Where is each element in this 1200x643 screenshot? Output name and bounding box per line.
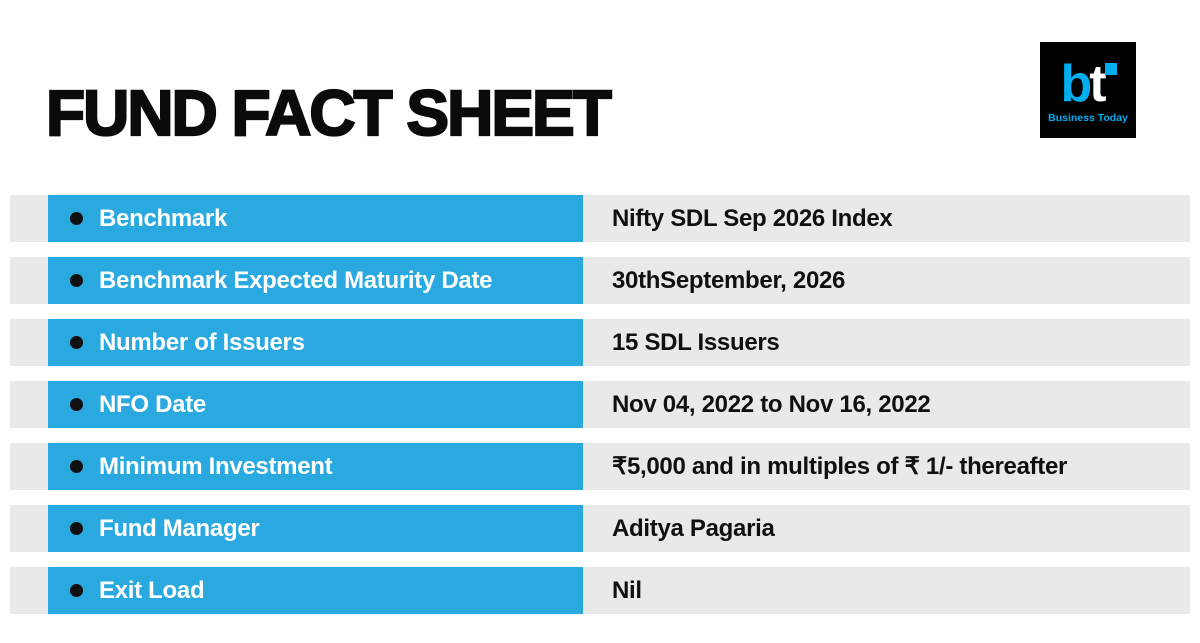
- logo-letter-t: t: [1089, 55, 1106, 114]
- table-row-exit-load: Exit Load Nil: [10, 567, 1190, 614]
- row-value: 15 SDL Issuers: [612, 328, 780, 356]
- table-row-minimum-investment: Minimum Investment ₹5,000 and in multipl…: [10, 443, 1190, 490]
- row-label: Number of Issuers: [48, 319, 583, 366]
- bullet-icon: [70, 460, 83, 473]
- row-label-text: Benchmark: [99, 204, 228, 232]
- bullet-icon: [70, 212, 83, 225]
- row-value: Nov 04, 2022 to Nov 16, 2022: [612, 390, 931, 418]
- row-label-text: Number of Issuers: [99, 328, 305, 356]
- logo-subtext: Business Today: [1048, 111, 1128, 124]
- row-value: Nil: [612, 576, 642, 604]
- row-label-text: Fund Manager: [99, 514, 260, 542]
- row-label: Fund Manager: [48, 505, 583, 552]
- row-label-text: Exit Load: [99, 576, 205, 604]
- bullet-icon: [70, 336, 83, 349]
- row-label: Exit Load: [48, 567, 583, 614]
- row-label: Benchmark: [48, 195, 583, 242]
- bt-logo-mark: bt: [1060, 58, 1117, 110]
- page-title: FUND FACT SHEET: [45, 76, 613, 150]
- row-label: NFO Date: [48, 381, 583, 428]
- row-label-text: Minimum Investment: [99, 452, 333, 480]
- bullet-icon: [70, 274, 83, 287]
- bullet-icon: [70, 398, 83, 411]
- bullet-icon: [70, 584, 83, 597]
- business-today-logo: bt Business Today: [1040, 42, 1136, 138]
- row-label-text: Benchmark Expected Maturity Date: [99, 266, 493, 294]
- table-row-number-of-issuers: Number of Issuers 15 SDL Issuers: [10, 319, 1190, 366]
- table-row-maturity-date: Benchmark Expected Maturity Date 30thSep…: [10, 257, 1190, 304]
- logo-letter-b: b: [1060, 55, 1092, 114]
- row-value: Aditya Pagaria: [612, 514, 775, 542]
- bullet-icon: [70, 522, 83, 535]
- table-row-fund-manager: Fund Manager Aditya Pagaria: [10, 505, 1190, 552]
- row-value: ₹5,000 and in multiples of ₹ 1/- thereaf…: [612, 453, 1068, 480]
- table-row-benchmark: Benchmark Nifty SDL Sep 2026 Index: [10, 195, 1190, 242]
- logo-plus-square-icon: [1104, 63, 1117, 76]
- row-label: Benchmark Expected Maturity Date: [48, 257, 583, 304]
- fact-table: Benchmark Nifty SDL Sep 2026 Index Bench…: [10, 195, 1190, 614]
- row-value: Nifty SDL Sep 2026 Index: [612, 204, 893, 232]
- row-label: Minimum Investment: [48, 443, 583, 490]
- table-row-nfo-date: NFO Date Nov 04, 2022 to Nov 16, 2022: [10, 381, 1190, 428]
- row-value: 30thSeptember, 2026: [612, 266, 846, 294]
- row-label-text: NFO Date: [99, 390, 206, 418]
